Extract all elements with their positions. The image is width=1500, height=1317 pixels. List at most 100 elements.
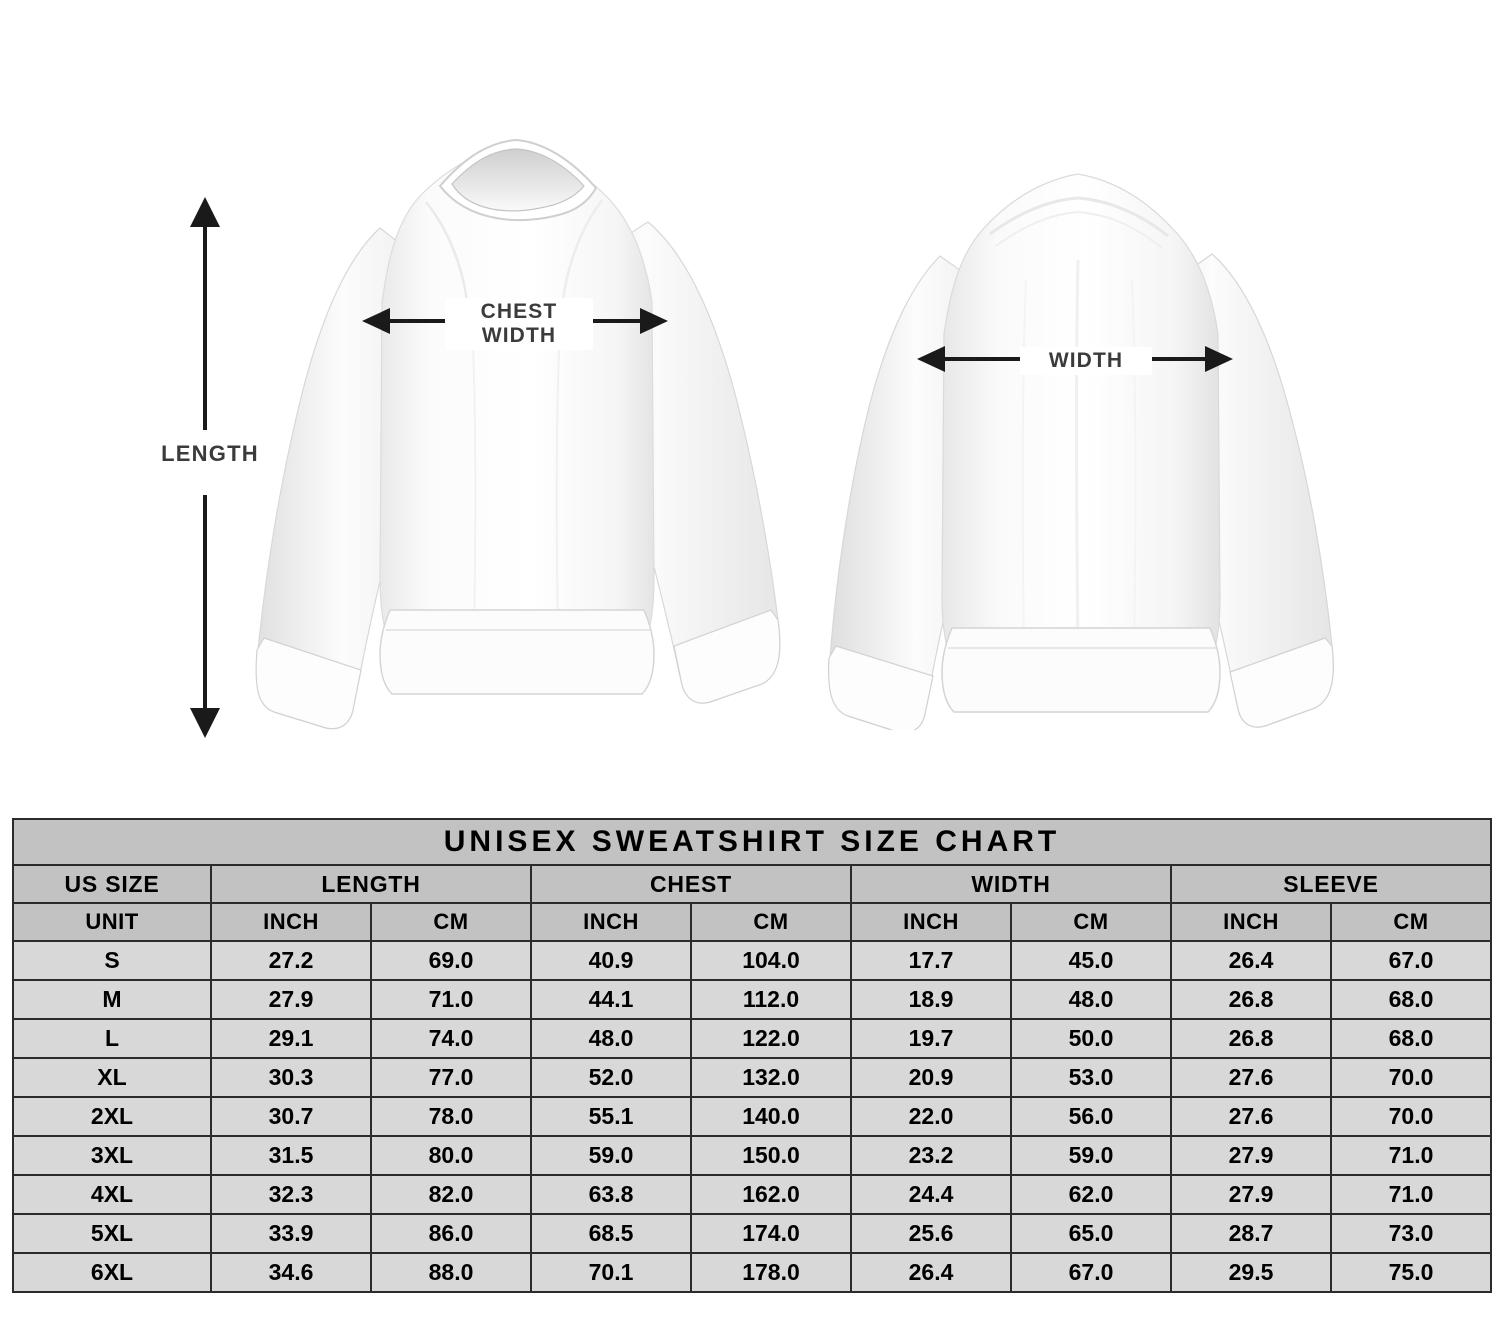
cell-measurement: 70.0	[1330, 1057, 1492, 1098]
cell-measurement: 122.0	[690, 1018, 852, 1059]
cell-measurement: 112.0	[690, 979, 852, 1020]
cell-measurement: 73.0	[1330, 1213, 1492, 1254]
cell-us-size: 4XL	[12, 1174, 212, 1215]
back-width-label: WIDTH	[1020, 347, 1152, 375]
group-header-length: LENGTH	[210, 864, 532, 904]
cell-measurement: 44.1	[530, 979, 692, 1020]
cell-measurement: 20.9	[850, 1057, 1012, 1098]
cell-measurement: 67.0	[1010, 1252, 1172, 1293]
table-row: M 27.9 71.0 44.1 112.0 18.9 48.0 26.8 68.0	[12, 979, 1492, 1020]
table-group-header-row: US SIZE LENGTH CHEST WIDTH SLEEVE	[12, 864, 1492, 904]
table-row: XL 30.3 77.0 52.0 132.0 20.9 53.0 27.6 70.0	[12, 1057, 1492, 1098]
length-label: LENGTH	[150, 438, 270, 470]
cell-measurement: 56.0	[1010, 1096, 1172, 1137]
cell-measurement: 62.0	[1010, 1174, 1172, 1215]
cell-measurement: 71.0	[1330, 1174, 1492, 1215]
cell-measurement: 29.1	[210, 1018, 372, 1059]
cell-measurement: 67.0	[1330, 940, 1492, 981]
cell-measurement: 68.0	[1330, 979, 1492, 1020]
cell-measurement: 132.0	[690, 1057, 852, 1098]
cell-measurement: 25.6	[850, 1213, 1012, 1254]
unit-header-width-cm: CM	[1010, 902, 1172, 942]
cell-us-size: 5XL	[12, 1213, 212, 1254]
cell-measurement: 53.0	[1010, 1057, 1172, 1098]
cell-measurement: 31.5	[210, 1135, 372, 1176]
cell-measurement: 17.7	[850, 940, 1012, 981]
cell-us-size: 3XL	[12, 1135, 212, 1176]
cell-measurement: 77.0	[370, 1057, 532, 1098]
cell-measurement: 40.9	[530, 940, 692, 981]
cell-measurement: 33.9	[210, 1213, 372, 1254]
cell-measurement: 26.8	[1170, 1018, 1332, 1059]
cell-us-size: 2XL	[12, 1096, 212, 1137]
cell-measurement: 34.6	[210, 1252, 372, 1293]
cell-measurement: 19.7	[850, 1018, 1012, 1059]
unit-header-length-cm: CM	[370, 902, 532, 942]
cell-measurement: 71.0	[1330, 1135, 1492, 1176]
cell-measurement: 70.1	[530, 1252, 692, 1293]
cell-measurement: 27.6	[1170, 1057, 1332, 1098]
cell-measurement: 178.0	[690, 1252, 852, 1293]
unit-header-chest-inch: INCH	[530, 902, 692, 942]
garment-illustration-area: LENGTH CHEST WIDTH WIDTH	[150, 138, 1334, 738]
cell-measurement: 65.0	[1010, 1213, 1172, 1254]
cell-measurement: 71.0	[370, 979, 532, 1020]
cell-measurement: 174.0	[690, 1213, 852, 1254]
table-title-row: UNISEX SWEATSHIRT SIZE CHART	[12, 818, 1492, 866]
cell-measurement: 48.0	[1010, 979, 1172, 1020]
cell-measurement: 24.4	[850, 1174, 1012, 1215]
cell-us-size: M	[12, 979, 212, 1020]
cell-measurement: 18.9	[850, 979, 1012, 1020]
cell-measurement: 45.0	[1010, 940, 1172, 981]
chest-label-line1: CHEST	[480, 300, 558, 323]
table-row: S 27.2 69.0 40.9 104.0 17.7 45.0 26.4 67.0	[12, 940, 1492, 981]
cell-measurement: 28.7	[1170, 1213, 1332, 1254]
cell-us-size: L	[12, 1018, 212, 1059]
cell-measurement: 27.9	[1170, 1135, 1332, 1176]
cell-measurement: 88.0	[370, 1252, 532, 1293]
cell-us-size: S	[12, 940, 212, 981]
cell-measurement: 86.0	[370, 1213, 532, 1254]
group-header-width: WIDTH	[850, 864, 1172, 904]
cell-measurement: 69.0	[370, 940, 532, 981]
unit-header-sleeve-inch: INCH	[1170, 902, 1332, 942]
size-chart-table: UNISEX SWEATSHIRT SIZE CHART US SIZE LEN…	[12, 818, 1492, 1293]
cell-measurement: 27.2	[210, 940, 372, 981]
cell-measurement: 140.0	[690, 1096, 852, 1137]
table-title: UNISEX SWEATSHIRT SIZE CHART	[12, 818, 1492, 866]
chest-width-label: CHEST WIDTH	[445, 298, 593, 350]
group-header-us-size: US SIZE	[12, 864, 212, 904]
cell-measurement: 27.9	[210, 979, 372, 1020]
table-row: L 29.1 74.0 48.0 122.0 19.7 50.0 26.8 68.0	[12, 1018, 1492, 1059]
table-row: 2XL 30.7 78.0 55.1 140.0 22.0 56.0 27.6 70.0	[12, 1096, 1492, 1137]
unit-header-sleeve-cm: CM	[1330, 902, 1492, 942]
unit-header-width-inch: INCH	[850, 902, 1012, 942]
cell-measurement: 162.0	[690, 1174, 852, 1215]
unit-header-chest-cm: CM	[690, 902, 852, 942]
unit-header-unit: UNIT	[12, 902, 212, 942]
cell-measurement: 150.0	[690, 1135, 852, 1176]
cell-measurement: 30.3	[210, 1057, 372, 1098]
cell-measurement: 59.0	[1010, 1135, 1172, 1176]
table-unit-header-row: UNIT INCH CM INCH CM INCH CM INCH CM	[12, 902, 1492, 942]
cell-measurement: 27.6	[1170, 1096, 1332, 1137]
cell-measurement: 26.8	[1170, 979, 1332, 1020]
table-row: 3XL 31.5 80.0 59.0 150.0 23.2 59.0 27.9 71.0	[12, 1135, 1492, 1176]
chest-label-line2: WIDTH	[481, 324, 557, 347]
cell-measurement: 63.8	[530, 1174, 692, 1215]
cell-measurement: 26.4	[850, 1252, 1012, 1293]
cell-measurement: 50.0	[1010, 1018, 1172, 1059]
cell-measurement: 48.0	[530, 1018, 692, 1059]
table-row: 5XL 33.9 86.0 68.5 174.0 25.6 65.0 28.7 73.0	[12, 1213, 1492, 1254]
cell-measurement: 30.7	[210, 1096, 372, 1137]
cell-measurement: 104.0	[690, 940, 852, 981]
cell-measurement: 27.9	[1170, 1174, 1332, 1215]
group-header-sleeve: SLEEVE	[1170, 864, 1492, 904]
cell-measurement: 29.5	[1170, 1252, 1332, 1293]
cell-measurement: 22.0	[850, 1096, 1012, 1137]
cell-measurement: 32.3	[210, 1174, 372, 1215]
cell-measurement: 59.0	[530, 1135, 692, 1176]
unit-header-length-inch: INCH	[210, 902, 372, 942]
cell-measurement: 68.0	[1330, 1018, 1492, 1059]
cell-measurement: 68.5	[530, 1213, 692, 1254]
